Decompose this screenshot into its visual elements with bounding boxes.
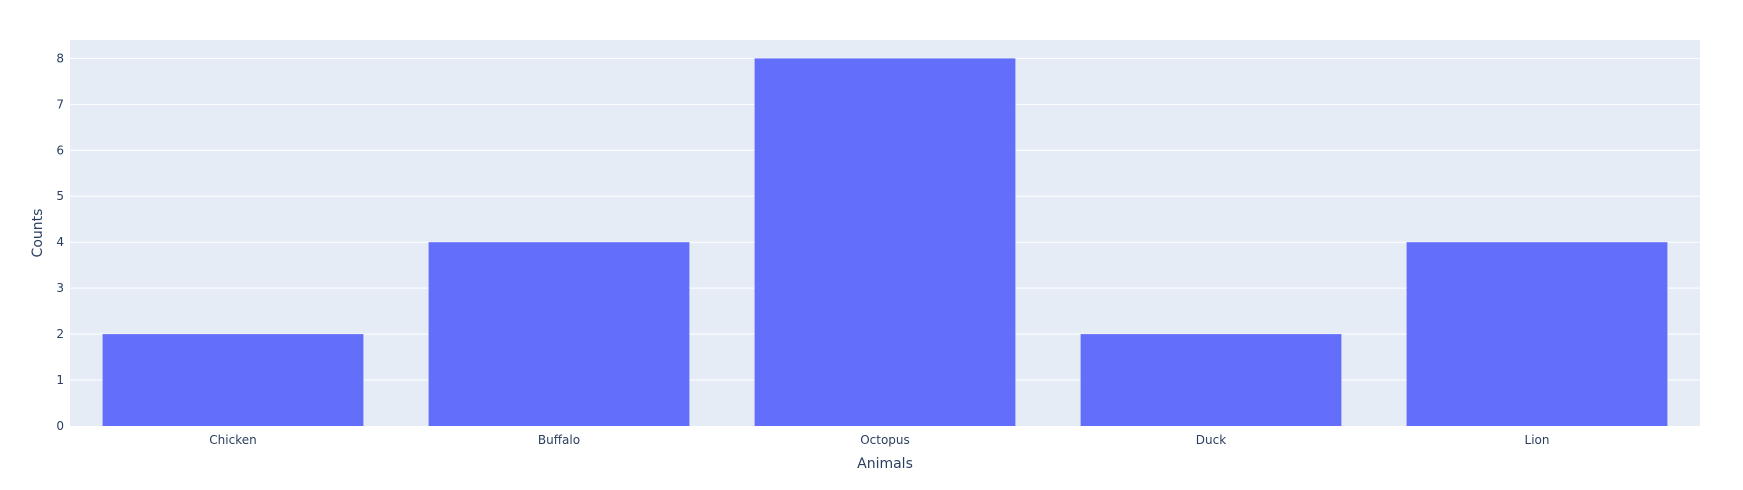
x-tick-label: Buffalo: [538, 433, 580, 447]
bar-duck[interactable]: [1080, 334, 1342, 426]
x-tick-label: Lion: [1525, 433, 1550, 447]
y-tick-label: 4: [56, 235, 64, 249]
y-tick-label: 1: [56, 373, 64, 387]
y-tick-label: 5: [56, 189, 64, 203]
y-axis-ticks: 0 1 2 3 4 5 6 7 8: [56, 51, 64, 433]
bar-octopus[interactable]: [754, 58, 1016, 426]
bar-lion[interactable]: [1406, 242, 1668, 426]
x-tick-label: Octopus: [860, 433, 910, 447]
y-tick-label: 8: [56, 51, 64, 65]
x-tick-label: Duck: [1196, 433, 1226, 447]
y-axis-title: Counts: [30, 209, 46, 258]
bar-buffalo[interactable]: [428, 242, 690, 426]
y-tick-label: 2: [56, 327, 64, 341]
bar-series[interactable]: [102, 58, 1668, 426]
x-axis-title: Animals: [857, 456, 913, 472]
y-tick-label: 0: [56, 419, 64, 433]
x-tick-label: Chicken: [209, 433, 256, 447]
y-tick-label: 3: [56, 281, 64, 295]
y-tick-label: 6: [56, 143, 64, 157]
x-axis-ticks: Chicken Buffalo Octopus Duck Lion: [209, 433, 1549, 447]
y-tick-label: 7: [56, 97, 64, 111]
bar-chicken[interactable]: [102, 334, 364, 426]
